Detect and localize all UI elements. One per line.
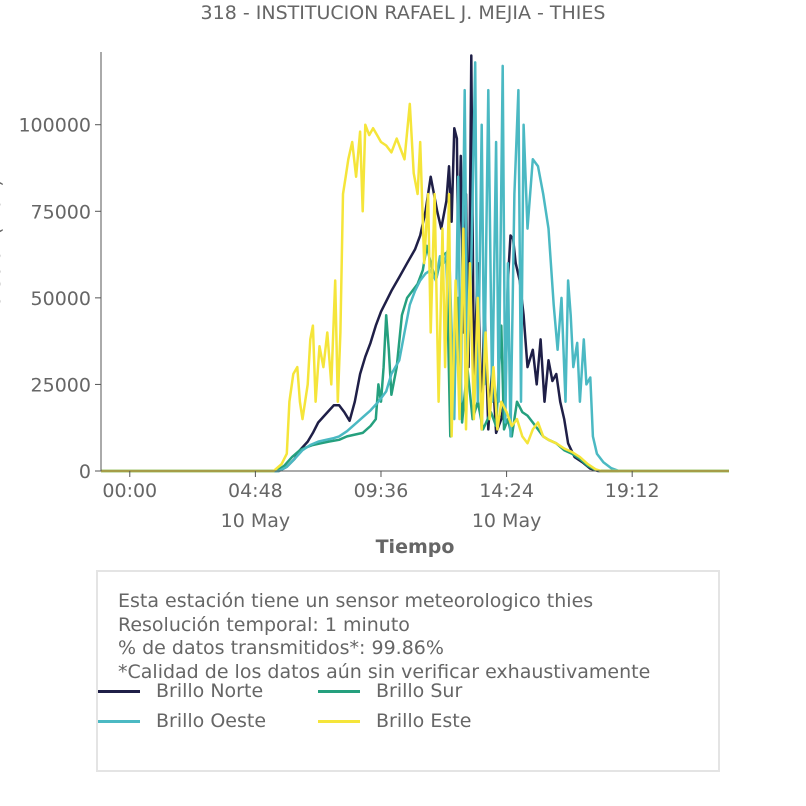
y-tick-label: 100000 bbox=[18, 115, 91, 137]
y-tick-label: 0 bbox=[79, 461, 91, 483]
legend-item-oeste: Brillo Oeste bbox=[98, 710, 266, 732]
chart-title: 318 - INSTITUCION RAFAEL J. MEJIA - THIE… bbox=[200, 2, 606, 24]
series-line-brillo-sur bbox=[101, 244, 729, 473]
x-tick-label: 04:48 bbox=[228, 480, 283, 502]
series-layer bbox=[101, 54, 729, 473]
legend-label-norte: Brillo Norte bbox=[156, 680, 264, 702]
legend-label-oeste: Brillo Oeste bbox=[156, 710, 267, 732]
x-tick-sublabel: 10 May bbox=[472, 510, 542, 532]
info-line-quality-note: *Calidad de los datos aún sin verificar … bbox=[118, 660, 651, 683]
axes-layer: 0 25000 50000 75000 100000 00:00 04:48 10 May 09… bbox=[0, 52, 729, 558]
y-tick-label: 75000 bbox=[31, 201, 91, 223]
legend-swatch-norte bbox=[98, 689, 140, 693]
legend-item-sur: Brillo Sur bbox=[318, 680, 462, 702]
info-line-resolution: Resolución temporal: 1 minuto bbox=[118, 613, 410, 636]
series-line-brillo-este bbox=[101, 102, 729, 473]
legend-swatch-este bbox=[318, 719, 360, 723]
legend-label-sur: Brillo Sur bbox=[376, 680, 463, 702]
y-tick-label: 50000 bbox=[31, 288, 91, 310]
legend-swatch-oeste bbox=[98, 719, 140, 723]
legend-swatch-sur bbox=[318, 689, 360, 693]
info-line-transmitted: % de datos transmitidos*: 99.86% bbox=[118, 637, 444, 659]
legend-item-este: Brillo Este bbox=[318, 710, 471, 732]
station-info-text: Esta estación tiene un sensor meteorolog… bbox=[118, 590, 650, 684]
y-tick-label: 25000 bbox=[31, 374, 91, 396]
x-tick-label: 19:12 bbox=[605, 480, 660, 502]
x-tick-label: 14:24 bbox=[479, 480, 534, 502]
x-tick-sublabel: 10 May bbox=[221, 510, 291, 532]
series-line-brillo-norte bbox=[101, 54, 729, 473]
x-tick-label: 00:00 bbox=[102, 480, 157, 502]
station-info-box: Esta estación tiene un sensor meteorolog… bbox=[96, 570, 720, 772]
line-chart: 0 25000 50000 75000 100000 00:00 04:48 10 May 09… bbox=[0, 52, 729, 558]
legend-item-norte: Brillo Norte bbox=[98, 680, 263, 702]
chart-legend: Brillo Norte Brillo Sur Brillo Oeste Bri… bbox=[98, 680, 718, 744]
x-tick-label: 09:36 bbox=[354, 480, 409, 502]
x-axis-label: Tiempo bbox=[376, 536, 455, 558]
info-line-sensor: Esta estación tiene un sensor meteorolog… bbox=[118, 590, 594, 612]
y-axis-label: Brillo Solar (Klux) bbox=[0, 179, 5, 344]
series-line-brillo-oeste bbox=[101, 61, 729, 473]
legend-label-este: Brillo Este bbox=[376, 710, 472, 732]
